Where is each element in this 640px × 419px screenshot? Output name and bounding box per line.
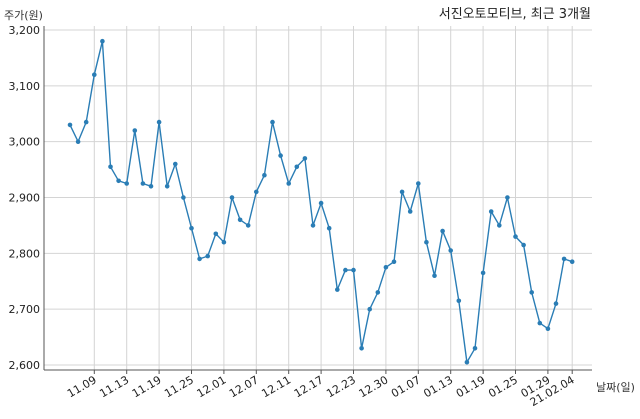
data-point xyxy=(513,234,518,239)
data-point xyxy=(448,248,454,253)
data-point xyxy=(67,122,73,128)
data-point xyxy=(537,320,543,326)
data-point xyxy=(237,217,243,223)
data-point xyxy=(407,209,413,214)
y-tick-label: 2,800 xyxy=(9,247,41,260)
data-point xyxy=(262,172,267,178)
data-point xyxy=(424,239,429,245)
data-point xyxy=(359,346,364,351)
x-tick-label: 12.30 xyxy=(357,373,391,400)
data-point xyxy=(181,195,186,200)
data-point xyxy=(391,259,397,265)
x-tick-label: 12.11 xyxy=(259,373,293,400)
x-tick-label: 11.13 xyxy=(97,373,131,400)
data-point xyxy=(464,359,470,365)
data-point xyxy=(375,290,381,295)
data-point xyxy=(343,267,348,273)
data-point xyxy=(124,181,129,186)
data-point xyxy=(100,38,105,44)
data-point xyxy=(505,195,510,200)
data-point xyxy=(132,128,138,133)
chart-title: 서진오토모티브, 최근 3개월 xyxy=(439,7,591,22)
data-point xyxy=(310,223,316,228)
data-point xyxy=(399,189,405,195)
data-point xyxy=(561,256,567,262)
data-point xyxy=(521,242,526,248)
x-tick-label: 11.09 xyxy=(65,373,99,400)
y-tick-label: 2,900 xyxy=(9,192,41,205)
x-tick-labels: 11.0911.1311.1911.2512.0112.0712.1112.17… xyxy=(65,373,577,409)
x-tick-label: 01.07 xyxy=(389,373,423,400)
data-point xyxy=(245,223,251,228)
data-point xyxy=(116,178,121,184)
y-tick-labels: 2,600 2,700 2,800 2,900 3,000 3,100 3,200 xyxy=(9,24,41,372)
y-axis-label: 주가(원) xyxy=(4,9,43,22)
data-point xyxy=(432,273,437,279)
data-point xyxy=(278,153,283,158)
data-point xyxy=(148,184,154,189)
data-point xyxy=(253,189,259,195)
data-point xyxy=(545,326,551,332)
data-point xyxy=(416,181,421,186)
data-point xyxy=(173,161,178,167)
data-point xyxy=(480,270,486,276)
x-tick-label: 12.23 xyxy=(324,373,358,400)
data-point xyxy=(553,301,559,306)
data-point xyxy=(302,156,308,161)
data-point xyxy=(108,164,113,170)
data-point xyxy=(440,228,445,234)
axes xyxy=(43,26,592,374)
x-tick-label: 12.07 xyxy=(227,373,261,400)
data-point xyxy=(383,265,389,270)
x-tick-label: 01.13 xyxy=(421,373,455,400)
data-point xyxy=(92,72,97,77)
x-tick-label: 12.17 xyxy=(292,373,326,400)
data-point xyxy=(189,225,194,231)
data-point xyxy=(270,119,275,125)
data-point xyxy=(205,253,210,259)
data-point xyxy=(367,306,373,312)
data-point xyxy=(326,225,332,231)
data-point xyxy=(472,346,478,351)
data-point xyxy=(318,200,324,206)
data-point xyxy=(529,290,534,295)
data-point xyxy=(197,256,202,262)
data-point xyxy=(351,267,356,273)
y-tick-label: 2,600 xyxy=(9,359,41,372)
y-tick-label: 2,700 xyxy=(9,303,41,316)
data-point xyxy=(294,164,300,170)
data-point xyxy=(164,184,170,189)
y-tick-label: 3,000 xyxy=(9,136,41,149)
x-tick-label: 11.25 xyxy=(162,373,196,400)
data-point xyxy=(335,287,340,292)
x-tick-label: 01.25 xyxy=(486,373,520,400)
grid-lines xyxy=(44,26,592,370)
data-point xyxy=(456,298,462,304)
data-point xyxy=(213,231,219,237)
x-tick-label: 11.19 xyxy=(130,373,164,400)
data-point xyxy=(488,209,494,214)
y-tick-label: 3,100 xyxy=(9,80,41,93)
data-point xyxy=(221,239,227,245)
x-tick-label: 12.01 xyxy=(195,373,229,400)
data-point xyxy=(497,223,502,228)
data-point xyxy=(140,181,146,186)
data-point xyxy=(229,195,235,200)
data-point xyxy=(75,139,81,144)
series-price xyxy=(67,38,575,365)
x-tick-label: 01.19 xyxy=(454,373,488,400)
data-point xyxy=(156,119,162,125)
data-point xyxy=(569,259,575,265)
y-tick-label: 3,200 xyxy=(9,24,41,37)
data-point xyxy=(83,119,89,125)
data-point xyxy=(286,181,292,186)
x-axis-label: 날짜(일) xyxy=(596,380,635,394)
